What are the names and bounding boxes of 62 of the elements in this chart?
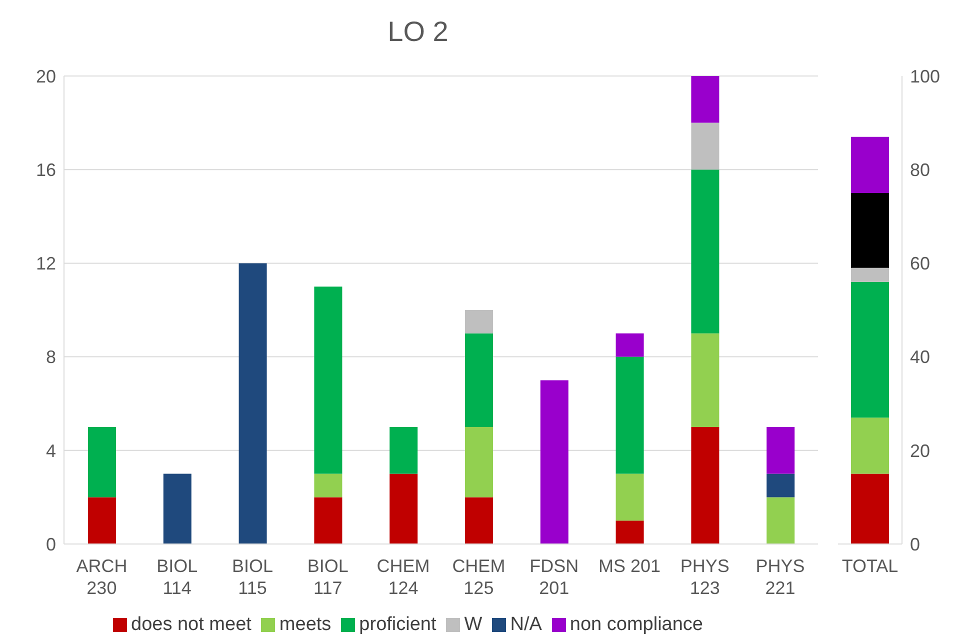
x-tick-label: FDSN 201	[530, 556, 579, 598]
x-tick-label: BIOL 115	[232, 556, 274, 598]
y-tick-label: 12	[36, 254, 56, 274]
bar	[616, 356, 644, 474]
y-tick-label: 4	[46, 440, 56, 461]
bar	[465, 497, 493, 544]
bar	[465, 310, 493, 334]
bar	[691, 122, 720, 170]
bar	[616, 474, 644, 521]
bar	[691, 76, 720, 123]
y-tick-label: 80	[910, 160, 930, 180]
y-tick-label: 0	[910, 534, 920, 554]
bar	[851, 474, 889, 544]
bar	[238, 263, 267, 544]
bar	[851, 268, 889, 282]
chart-title: LO 2	[386, 16, 450, 48]
bar	[314, 474, 342, 498]
bar	[766, 497, 795, 544]
legend-label: N/A	[510, 614, 542, 635]
bar	[390, 427, 418, 474]
bar	[851, 282, 889, 418]
x-tick-label: ARCH 230	[76, 556, 128, 598]
y-tick-label: 60	[910, 254, 930, 274]
x-tick-label: MS 201	[598, 556, 661, 576]
y-tick-label: 8	[46, 347, 56, 368]
bar	[616, 520, 644, 544]
bar	[616, 333, 644, 357]
x-tick-label: BIOL 117	[307, 556, 348, 598]
bar	[88, 427, 116, 498]
y-tick-label: 0	[46, 534, 56, 554]
bar	[766, 427, 795, 474]
bar	[163, 474, 192, 544]
bar	[851, 418, 889, 474]
bar	[691, 170, 720, 334]
bar	[465, 333, 493, 427]
y-tick-label: 20	[36, 66, 56, 86]
y-tick-label: 16	[36, 160, 56, 180]
legend-label: W	[464, 614, 482, 635]
bar	[691, 333, 720, 427]
bar	[851, 193, 889, 268]
y-tick-label: 40	[910, 347, 930, 368]
x-tick-label: BIOL 114	[156, 556, 198, 598]
bar	[390, 474, 418, 544]
bar	[314, 497, 342, 544]
y-tick-label: 20	[910, 440, 930, 461]
legend-label: meets	[279, 614, 332, 635]
x-tick-label: TOTAL	[842, 556, 898, 576]
bar	[314, 286, 342, 474]
x-tick-label: PHYS 221	[756, 556, 805, 598]
bar	[851, 136, 889, 193]
bar	[465, 427, 493, 498]
y-tick-label: 100	[910, 66, 940, 86]
bar	[766, 474, 795, 498]
legend-label: does not meet	[131, 614, 252, 635]
x-tick-label: CHEM 125	[452, 556, 506, 598]
x-tick-label: PHYS 123	[680, 556, 730, 598]
bar	[540, 380, 568, 544]
legend-label: proficient	[359, 614, 436, 635]
bar	[691, 427, 720, 544]
legend-label: non compliance	[570, 614, 703, 635]
x-tick-label: CHEM 124	[376, 556, 430, 598]
bar	[88, 497, 116, 544]
